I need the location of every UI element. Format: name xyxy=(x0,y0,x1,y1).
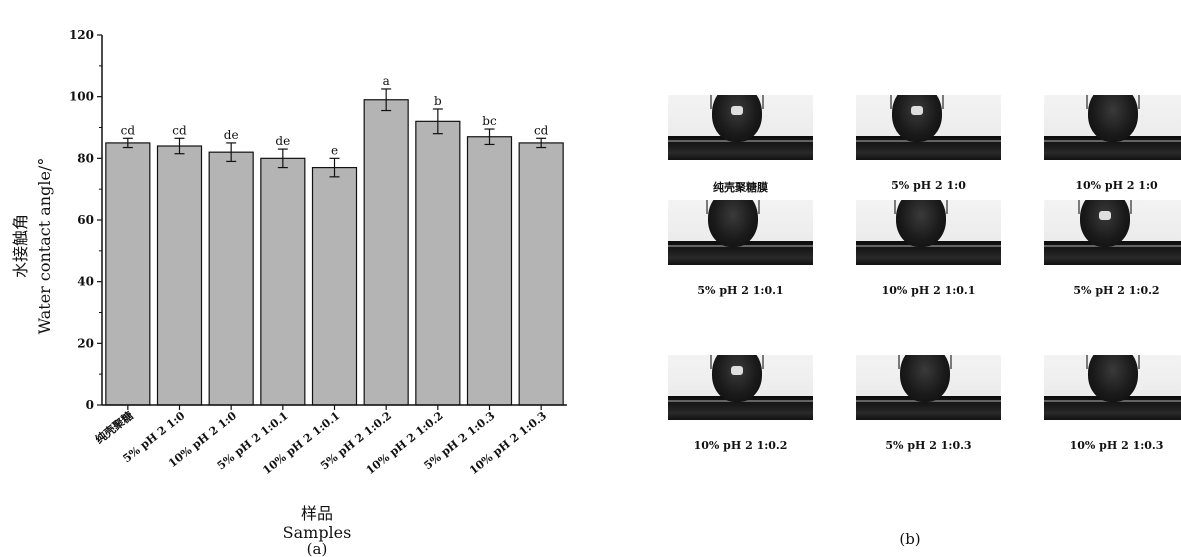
needle-right xyxy=(946,200,948,214)
x-axis-title-cn: 样品 xyxy=(301,504,333,523)
water-droplet xyxy=(712,355,762,402)
significance-label: bc xyxy=(482,114,497,128)
needle-right xyxy=(942,95,944,109)
y-tick-label: 0 xyxy=(86,398,94,412)
photo-label: 5% pH 2 1:0.3 xyxy=(856,439,1001,452)
droplet-highlight xyxy=(731,106,743,115)
droplet-photo xyxy=(1044,200,1181,265)
x-tick-label: 纯壳聚糖 xyxy=(92,408,135,446)
bar xyxy=(158,146,202,405)
y-tick-label: 40 xyxy=(77,275,94,289)
needle-right xyxy=(762,95,764,109)
bar xyxy=(209,152,253,405)
contact-angle-photo-grid: 纯壳聚糖膜 5% pH 2 1:0 10% pH 2 1:0 5% pH 2 1:0.… xyxy=(660,95,1180,475)
photo-label: 10% pH 2 1:0.2 xyxy=(668,439,813,452)
significance-label: a xyxy=(383,74,390,88)
droplet-photo xyxy=(668,355,813,420)
droplet-photo xyxy=(856,355,1001,420)
bar xyxy=(468,137,512,405)
needle-right xyxy=(758,200,760,214)
photo-label: 5% pH 2 1:0.2 xyxy=(1044,284,1181,297)
y-tick-label: 60 xyxy=(77,213,94,227)
panel-label-a: (a) xyxy=(307,540,328,557)
droplet-highlight xyxy=(731,366,743,375)
water-droplet xyxy=(900,355,950,402)
significance-label: cd xyxy=(172,123,187,137)
bar xyxy=(313,168,357,405)
y-tick-label: 20 xyxy=(77,336,94,350)
significance-label: b xyxy=(434,94,442,108)
water-droplet xyxy=(1088,355,1138,402)
water-droplet xyxy=(1088,95,1138,142)
needle-right xyxy=(762,355,764,369)
droplet-highlight xyxy=(1099,211,1111,220)
water-droplet xyxy=(708,200,758,247)
significance-label: e xyxy=(331,143,338,157)
photo-label: 10% pH 2 1:0.3 xyxy=(1044,439,1181,452)
y-tick-label: 100 xyxy=(69,90,94,104)
y-axis-title-cn: 水接触角 xyxy=(11,214,30,278)
y-axis: 0 20 40 60 80 100 120 xyxy=(69,28,102,412)
needle-right xyxy=(950,355,952,369)
y-tick-label: 120 xyxy=(69,28,94,42)
significance-label: de xyxy=(224,128,239,142)
bar xyxy=(519,143,563,405)
needle-right xyxy=(1130,200,1132,214)
bars: cd cd de de e a b bc cd xyxy=(106,74,563,405)
significance-label: de xyxy=(275,134,290,148)
bar xyxy=(261,158,305,405)
droplet-highlight xyxy=(911,106,923,115)
water-droplet xyxy=(1080,200,1130,247)
panel-label-b: (b) xyxy=(899,530,920,548)
y-axis-title-en: Water contact angle/° xyxy=(35,158,54,335)
droplet-photo xyxy=(856,200,1001,265)
y-tick-label: 80 xyxy=(77,151,94,165)
significance-label: cd xyxy=(534,123,549,137)
photo-label: 10% pH 2 1:0 xyxy=(1044,179,1181,192)
significance-label: cd xyxy=(121,123,136,137)
water-droplet xyxy=(712,95,762,142)
water-droplet xyxy=(892,95,942,142)
droplet-photo xyxy=(1044,95,1181,160)
water-droplet xyxy=(896,200,946,247)
photo-label: 10% pH 2 1:0.1 xyxy=(856,284,1001,297)
needle-right xyxy=(1138,95,1140,109)
droplet-photo xyxy=(856,95,1001,160)
photo-label: 纯壳聚糖膜 xyxy=(668,179,813,195)
needle-right xyxy=(1138,355,1140,369)
bar xyxy=(416,121,460,405)
bar xyxy=(364,100,408,405)
droplet-photo xyxy=(668,95,813,160)
bar xyxy=(106,143,150,405)
photo-label: 5% pH 2 1:0.1 xyxy=(668,284,813,297)
droplet-photo xyxy=(1044,355,1181,420)
droplet-photo xyxy=(668,200,813,265)
photo-label: 5% pH 2 1:0 xyxy=(856,179,1001,192)
